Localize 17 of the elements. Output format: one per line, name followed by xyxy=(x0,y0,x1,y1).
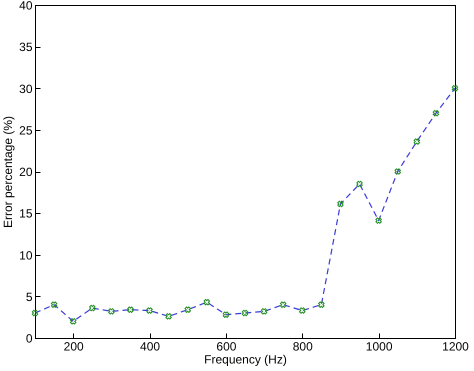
y-tick-label: 25 xyxy=(19,123,33,138)
x-tick-label: 400 xyxy=(140,340,160,354)
x-tick-label: 1200 xyxy=(442,340,470,354)
y-tick-label: 35 xyxy=(19,40,33,54)
y-tick-label: 20 xyxy=(19,165,33,179)
y-tick-label: 40 xyxy=(19,0,33,12)
x-tick-label: 600 xyxy=(216,340,237,354)
x-axis-title: Frequency (Hz) xyxy=(204,352,287,366)
y-axis-title: Error percentage (%) xyxy=(1,116,16,228)
y-tick-label: 0 xyxy=(26,332,33,346)
x-tick-label: 800 xyxy=(292,340,314,354)
y-tick-label: 15 xyxy=(19,206,33,221)
x-tick-label: 1000 xyxy=(366,340,393,354)
x-tick-label: 200 xyxy=(64,340,84,354)
y-tick-label: 10 xyxy=(19,248,33,262)
y-tick-label: 5 xyxy=(26,290,33,304)
y-tick-label: 30 xyxy=(19,82,33,96)
